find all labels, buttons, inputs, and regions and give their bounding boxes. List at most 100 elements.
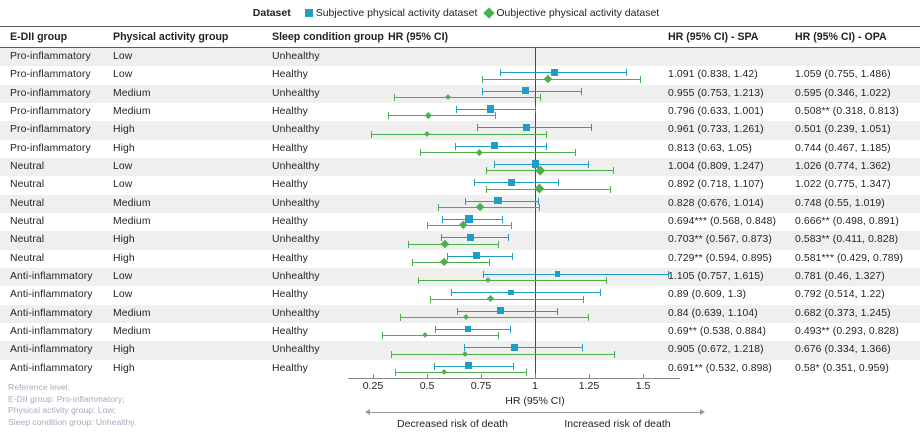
row-cell-physical-activity: High — [113, 142, 135, 154]
row-cell-sleep-condition: Unhealthy — [272, 344, 320, 356]
legend-title: Dataset — [252, 7, 291, 19]
row-cell-hr-opa: 1.022 (0.775, 1.347) — [795, 179, 891, 191]
left-arrow-icon — [365, 408, 370, 415]
increased-risk-label: Increased risk of death — [564, 418, 671, 430]
row-cell-hr-spa: 0.703** (0.567, 0.873) — [668, 234, 772, 246]
footnote-line: Reference level: — [8, 382, 71, 392]
legend-label-opa: Oubjective physical activity dataset — [496, 7, 660, 19]
row-cell-hr-spa: 0.84 (0.639, 1.104) — [668, 307, 758, 319]
row-cell-sleep-condition: Healthy — [272, 362, 308, 374]
table-row: Pro-inflammatory High Healthy 0.813 (0.63, … — [0, 140, 920, 158]
row-cell-hr-spa: 0.691** (0.532, 0.898) — [668, 362, 772, 374]
row-cell-physical-activity: Medium — [113, 87, 151, 99]
row-cell-sleep-condition: Unhealthy — [272, 270, 320, 282]
table-row: Anti-inflammatory Medium Unhealthy 0.84 (0.… — [0, 304, 920, 323]
row-cell-edii: Pro-inflammatory — [10, 69, 91, 81]
axis-tick-label: 0.75 — [470, 380, 492, 392]
row-cell-hr-opa: 0.792 (0.514, 1.22) — [795, 289, 885, 301]
axis-tick-label: 0.5 — [419, 380, 435, 392]
row-cell-hr-opa: 0.748 (0.55, 1.019) — [795, 197, 885, 209]
row-cell-hr-opa: 0.493** (0.293, 0.828) — [795, 325, 899, 337]
row-cell-sleep-condition: Healthy — [272, 289, 308, 301]
axis-tick-label: 0.25 — [362, 380, 384, 392]
row-cell-hr-opa: 0.508** (0.318, 0.813) — [795, 105, 899, 117]
row-cell-hr-spa: 0.955 (0.753, 1.213) — [668, 87, 764, 99]
table-row: Anti-inflammatory Medium Healthy 0.69** (0.… — [0, 323, 920, 341]
table-row: Pro-inflammatory Medium Unhealthy 0.955 (0.… — [0, 84, 920, 103]
decreased-risk-label: Decreased risk of death — [397, 418, 508, 430]
axis-line — [348, 378, 680, 379]
row-cell-hr-spa: 1.004 (0.809, 1.247) — [668, 160, 764, 172]
row-cell-sleep-condition: Unhealthy — [272, 87, 320, 99]
axis-tick-label: 1 — [532, 380, 538, 392]
row-cell-physical-activity: Medium — [113, 197, 151, 209]
row-cell-hr-opa: 0.501 (0.239, 1.051) — [795, 124, 891, 136]
row-cell-physical-activity: Low — [113, 160, 133, 172]
row-cell-hr-spa: 0.796 (0.633, 1.001) — [668, 105, 764, 117]
row-cell-hr-opa: 0.581*** (0.429, 0.789) — [795, 252, 904, 264]
row-cell-physical-activity: Medium — [113, 215, 151, 227]
row-cell-sleep-condition: Healthy — [272, 215, 308, 227]
footnote-line: Physical activity group: Low; — [8, 405, 116, 416]
axis-tick — [427, 374, 428, 378]
row-cell-physical-activity: High — [113, 252, 135, 264]
row-cell-sleep-condition: Unhealthy — [272, 197, 320, 209]
column-header-hr-spa: HR (95% CI) - SPA — [668, 31, 759, 43]
legend-item-opa[interactable]: Oubjective physical activity dataset — [483, 7, 660, 19]
row-cell-sleep-condition: Healthy — [272, 69, 308, 81]
row-cell-hr-spa: 0.729** (0.594, 0.895) — [668, 252, 772, 264]
axis-tick — [643, 374, 644, 378]
table-row: Anti-inflammatory Low Unhealthy 1.105 (0.75… — [0, 267, 920, 287]
increased-risk-arrow-bar — [535, 412, 700, 413]
row-cell-physical-activity: Low — [113, 270, 133, 282]
row-cell-sleep-condition: Unhealthy — [272, 160, 320, 172]
row-cell-hr-spa: 0.69** (0.538, 0.884) — [668, 325, 767, 337]
table-row: Anti-inflammatory High Unhealthy 0.905 (0.6… — [0, 341, 920, 360]
row-cell-hr-spa: 0.813 (0.63, 1.05) — [668, 142, 752, 154]
row-cell-edii: Neutral — [10, 179, 45, 191]
row-cell-edii: Anti-inflammatory — [10, 362, 93, 374]
right-arrow-icon — [700, 408, 705, 415]
row-cell-physical-activity: High — [113, 124, 135, 136]
row-cell-hr-opa: 0.676 (0.334, 1.366) — [795, 344, 891, 356]
column-header-sleep-condition: Sleep condition group — [272, 31, 384, 43]
row-cell-edii: Pro-inflammatory — [10, 124, 91, 136]
row-cell-sleep-condition: Healthy — [272, 142, 308, 154]
footnote-line: Sleep condition group: Unhealthy. — [8, 416, 137, 427]
table-row: Pro-inflammatory Low Healthy 1.091 (0.838, … — [0, 66, 920, 84]
row-cell-sleep-condition: Unhealthy — [272, 234, 320, 246]
legend-label-spa: Subjective physical activity dataset — [315, 7, 478, 19]
row-cell-hr-opa: 0.595 (0.346, 1.022) — [795, 87, 891, 99]
table-row: Neutral High Unhealthy 0.703** (0.567, 0.87… — [0, 231, 920, 250]
table-row: Pro-inflammatory Low Unhealthy — [0, 48, 920, 67]
legend-item-spa[interactable]: Subjective physical activity dataset — [304, 7, 478, 19]
table-row: Neutral Low Healthy 0.892 (0.718, 1.107) 1.0… — [0, 176, 920, 194]
table-row: Anti-inflammatory High Healthy 0.691** (0.5… — [0, 360, 920, 378]
table-header: E-DII group Physical activity group Slee… — [0, 28, 920, 47]
row-cell-physical-activity: Medium — [113, 105, 151, 117]
axis-tick — [373, 374, 374, 378]
row-cell-edii: Neutral — [10, 160, 45, 172]
row-cell-sleep-condition: Healthy — [272, 179, 308, 191]
diamond-marker-icon — [483, 7, 496, 19]
row-cell-physical-activity: High — [113, 362, 135, 374]
column-header-hr-opa: HR (95% CI) - OPA — [795, 31, 887, 43]
column-header-edii: E-DII group — [10, 31, 68, 43]
axis-title: HR (95% CI) — [505, 395, 565, 407]
row-cell-hr-opa: 1.026 (0.774, 1.362) — [795, 160, 891, 172]
row-cell-physical-activity: High — [113, 344, 135, 356]
row-cell-physical-activity: Low — [113, 69, 133, 81]
table-row: Neutral Low Unhealthy 1.004 (0.809, 1.247) 1… — [0, 157, 920, 177]
table-row: Neutral Medium Unhealthy 0.828 (0.676, 1.01… — [0, 194, 920, 213]
row-cell-sleep-condition: Healthy — [272, 325, 308, 337]
axis-tick-label: 1.5 — [635, 380, 651, 392]
row-cell-edii: Neutral — [10, 234, 45, 246]
square-marker-icon — [304, 9, 313, 17]
row-cell-hr-spa: 0.694*** (0.568, 0.848) — [668, 215, 777, 227]
footnote-line: E-DII group: Pro-inflammatory; — [8, 393, 125, 404]
axis-tick — [481, 374, 482, 378]
row-cell-physical-activity: Low — [113, 179, 133, 191]
row-cell-physical-activity: Low — [113, 51, 133, 62]
row-cell-edii: Anti-inflammatory — [10, 307, 93, 319]
row-cell-sleep-condition: Healthy — [272, 252, 308, 264]
